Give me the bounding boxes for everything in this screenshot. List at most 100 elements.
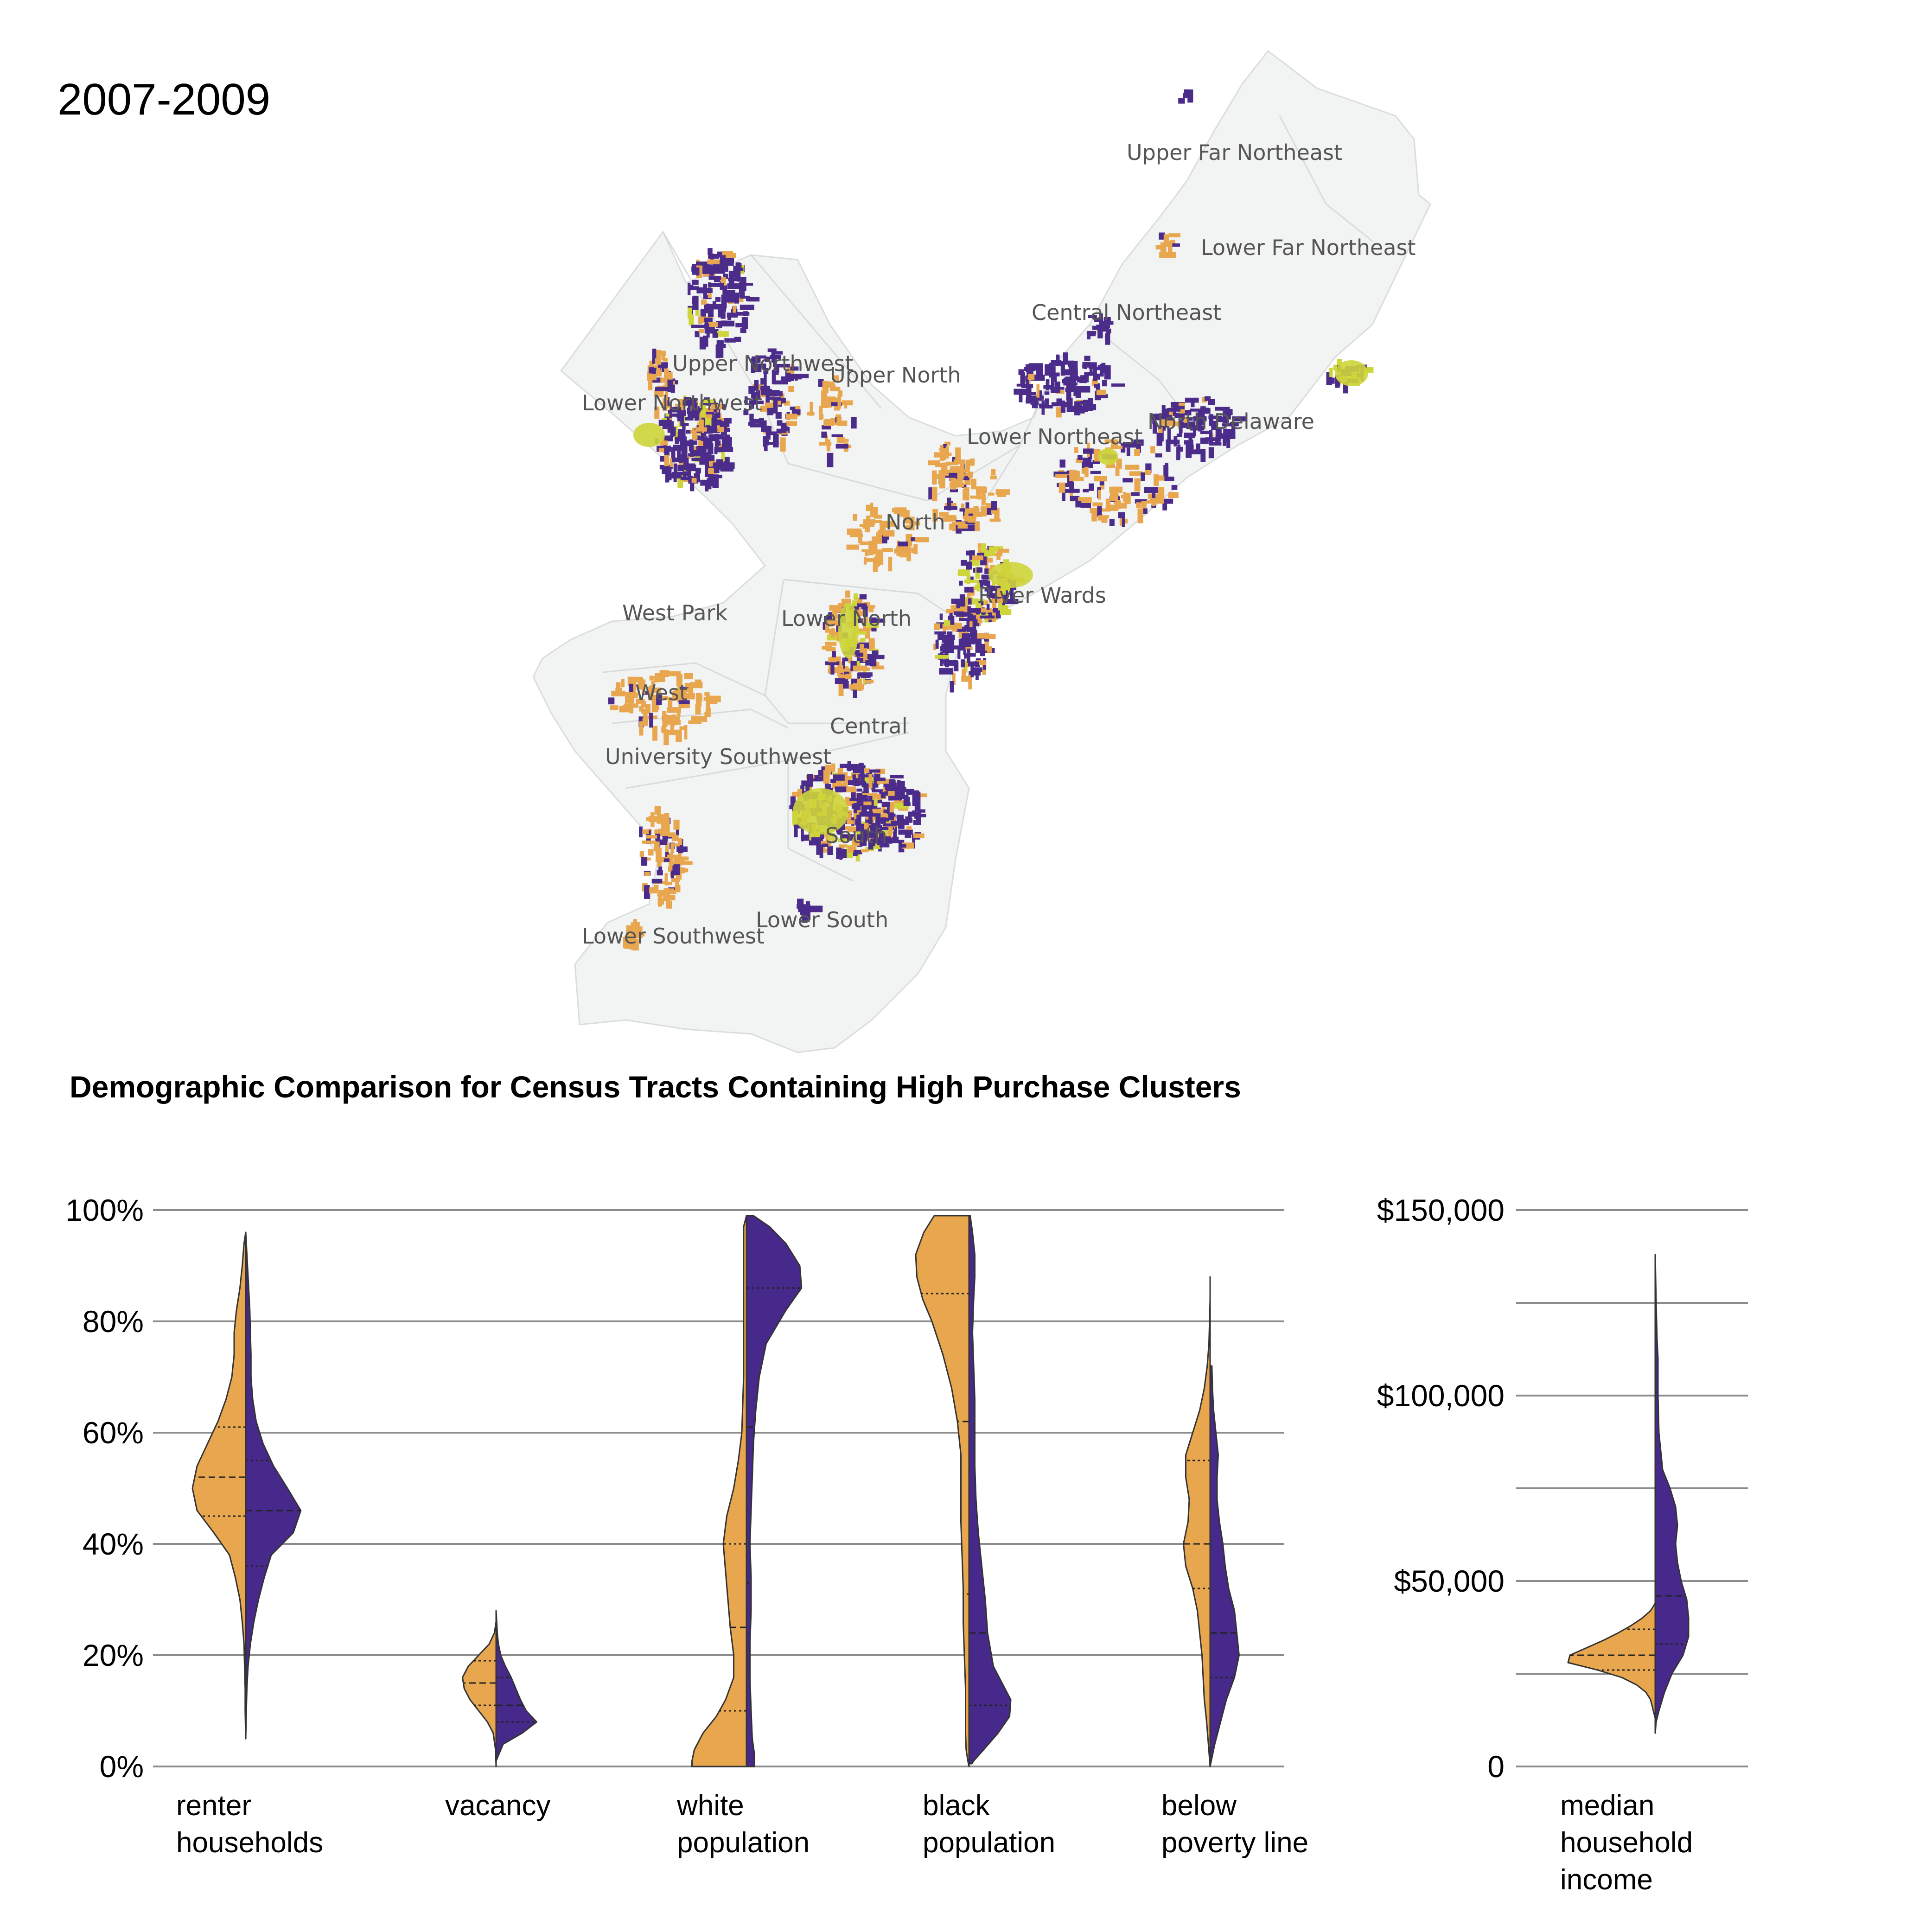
cluster-patch <box>1184 433 1195 438</box>
cluster-patch <box>743 311 748 316</box>
cluster-patch <box>932 509 938 522</box>
cluster-patch <box>1160 414 1165 426</box>
cluster-patch <box>988 546 1003 552</box>
x-category-label: renter <box>176 1790 251 1822</box>
cluster-patch <box>773 401 778 414</box>
cluster-patch <box>888 556 893 572</box>
cluster-patch <box>836 437 845 444</box>
cluster-patch <box>664 368 669 379</box>
cluster-patch <box>709 415 714 421</box>
cluster-patch <box>957 572 967 576</box>
cluster-patch <box>859 763 864 767</box>
cluster-patch <box>790 796 796 806</box>
cluster-patch <box>712 268 726 274</box>
cluster-patch <box>906 826 912 830</box>
cluster-patch <box>661 354 665 361</box>
cluster-patch <box>1055 474 1070 478</box>
cluster-patch <box>870 839 875 847</box>
cluster-patch <box>865 551 869 556</box>
cluster-patch <box>767 390 780 394</box>
cluster-patch <box>806 901 810 913</box>
cluster-patch <box>967 592 971 599</box>
cluster-patch <box>868 541 874 552</box>
cluster-patch <box>938 470 943 485</box>
cluster-patch <box>709 265 714 276</box>
x-category-label: population <box>923 1827 1055 1859</box>
cluster-patch <box>646 817 660 821</box>
cluster-patch <box>820 414 824 420</box>
cluster-patch <box>868 655 876 661</box>
cluster-patch <box>765 431 777 435</box>
cluster-patch <box>846 786 856 792</box>
cluster-patch <box>981 506 987 516</box>
cluster-patch <box>648 688 653 694</box>
cluster-patch <box>1183 422 1194 427</box>
cluster-patch <box>863 606 868 617</box>
cluster-patch <box>1329 368 1333 377</box>
cluster-patch <box>1171 406 1185 409</box>
cluster-patch <box>728 270 734 285</box>
cluster-patch <box>713 434 723 440</box>
cluster-patch <box>680 861 693 865</box>
cluster-patch <box>1060 406 1065 413</box>
cluster-patch <box>695 331 700 338</box>
cluster-patch <box>991 510 999 514</box>
region-label: Upper Far Northeast <box>1127 140 1342 165</box>
cluster-patch <box>616 682 621 689</box>
cluster-patch <box>677 446 681 459</box>
cluster-patch <box>963 612 969 617</box>
cluster-patch <box>681 403 685 410</box>
cluster-patch <box>751 419 761 424</box>
cluster-patch <box>1065 376 1074 382</box>
cluster-patch <box>1056 407 1062 418</box>
x-category-label: income <box>1560 1864 1653 1896</box>
cluster-patch <box>866 516 871 521</box>
cluster-patch <box>899 553 907 558</box>
cluster-patch <box>990 475 997 479</box>
cluster-patch <box>703 438 708 449</box>
cluster-patch <box>707 461 711 474</box>
cluster-patch <box>1090 471 1101 474</box>
cluster-patch <box>861 828 867 841</box>
cluster-patch <box>918 809 925 813</box>
cluster-patch <box>988 598 1003 603</box>
cluster-patch <box>916 815 921 825</box>
cluster-patch <box>1074 447 1078 453</box>
cluster-patch <box>846 544 859 550</box>
cluster-patch <box>1103 317 1111 322</box>
cluster-patch <box>749 414 754 426</box>
cluster-patch <box>1135 499 1148 504</box>
cluster-patch <box>765 357 771 362</box>
cluster-patch <box>794 374 809 378</box>
cluster-patch <box>684 725 688 740</box>
cluster-patch <box>717 331 729 337</box>
cluster-patch <box>624 703 638 708</box>
cluster-patch <box>899 511 905 517</box>
cluster-patch <box>690 682 703 689</box>
cluster-patch <box>853 631 867 635</box>
cluster-patch <box>1196 443 1200 454</box>
cluster-patch <box>1122 478 1133 483</box>
cluster-patch <box>715 297 721 302</box>
cluster-patch <box>1082 462 1093 468</box>
cluster-patch <box>1040 365 1043 378</box>
cluster-patch <box>715 408 721 421</box>
cluster-patch <box>985 557 993 563</box>
cluster-patch <box>636 698 644 704</box>
cluster-patch <box>1337 359 1342 365</box>
cluster-patch <box>970 495 982 499</box>
cluster-patch <box>865 679 874 683</box>
cluster-patch <box>874 799 882 803</box>
cluster-patch <box>976 675 979 680</box>
cluster-patch <box>879 792 886 798</box>
cluster-patch <box>869 806 873 812</box>
cluster-patch <box>662 832 676 837</box>
cluster-blob <box>838 603 859 658</box>
cluster-patch <box>707 259 720 265</box>
cluster-patch <box>705 408 719 413</box>
cluster-patch <box>1167 241 1173 255</box>
cluster-patch <box>690 477 695 491</box>
cluster-patch <box>642 679 646 695</box>
cluster-patch <box>703 294 712 300</box>
